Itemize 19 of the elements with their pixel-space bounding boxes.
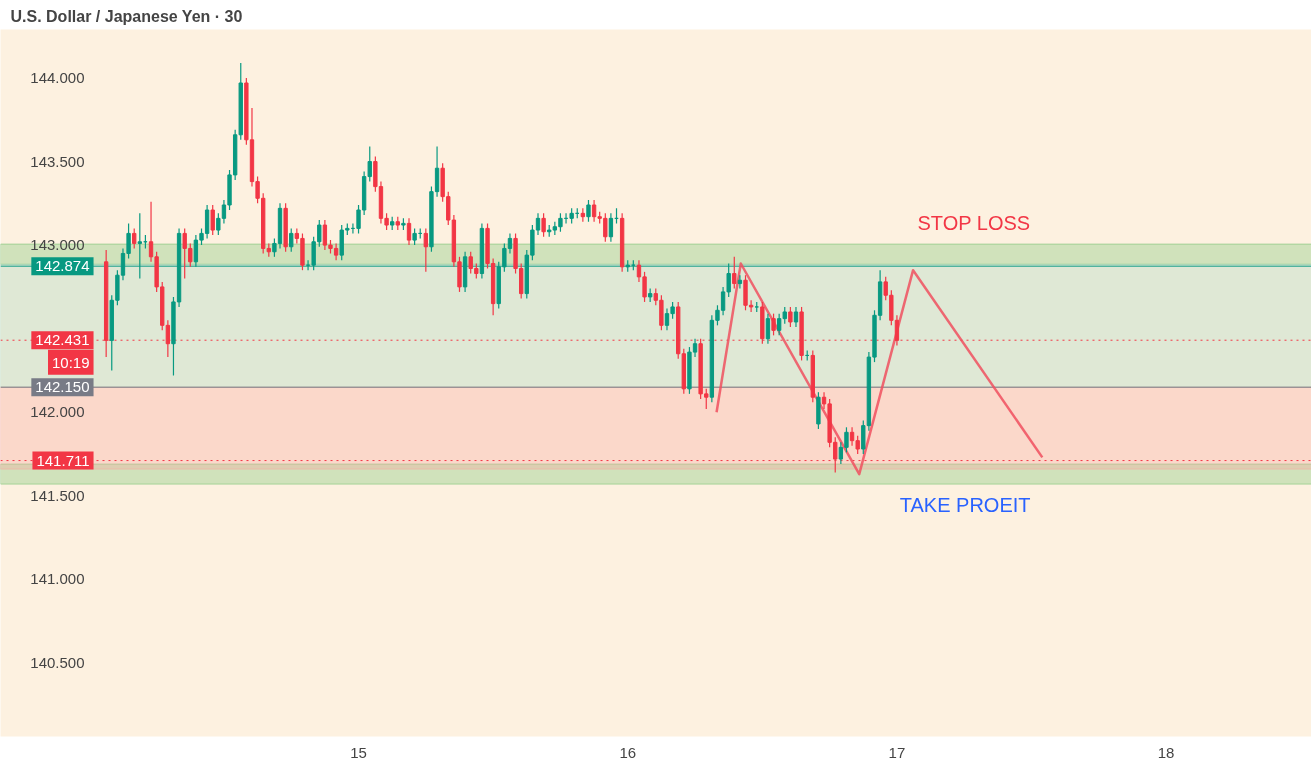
y-tick-label: 142.000 bbox=[30, 403, 85, 421]
ref-line-label: 141.711 bbox=[36, 451, 90, 469]
y-tick-label: 141.500 bbox=[30, 486, 85, 504]
x-tick-label: 17 bbox=[888, 743, 906, 761]
chart-title: U.S. Dollar / Japanese Yen · 30 bbox=[10, 7, 243, 25]
annotation: 10:19 bbox=[52, 353, 90, 371]
annotation: TAKE PROEIT bbox=[899, 494, 1031, 517]
y-tick-label: 143.500 bbox=[30, 152, 85, 170]
ref-line-label: 142.874 bbox=[35, 257, 90, 275]
ref-line-label: 142.431 bbox=[35, 331, 90, 349]
x-tick-label: 15 bbox=[350, 743, 367, 761]
y-tick-label: 143.000 bbox=[30, 236, 85, 254]
annotation: STOP LOSS bbox=[917, 212, 1031, 235]
x-tick-label: 18 bbox=[1157, 743, 1175, 761]
x-tick-label: 16 bbox=[619, 743, 637, 761]
ref-line-label: 142.150 bbox=[35, 378, 90, 396]
y-tick-label: 144.000 bbox=[30, 68, 85, 86]
y-tick-label: 140.500 bbox=[30, 653, 85, 671]
y-tick-label: 141.000 bbox=[30, 570, 85, 588]
